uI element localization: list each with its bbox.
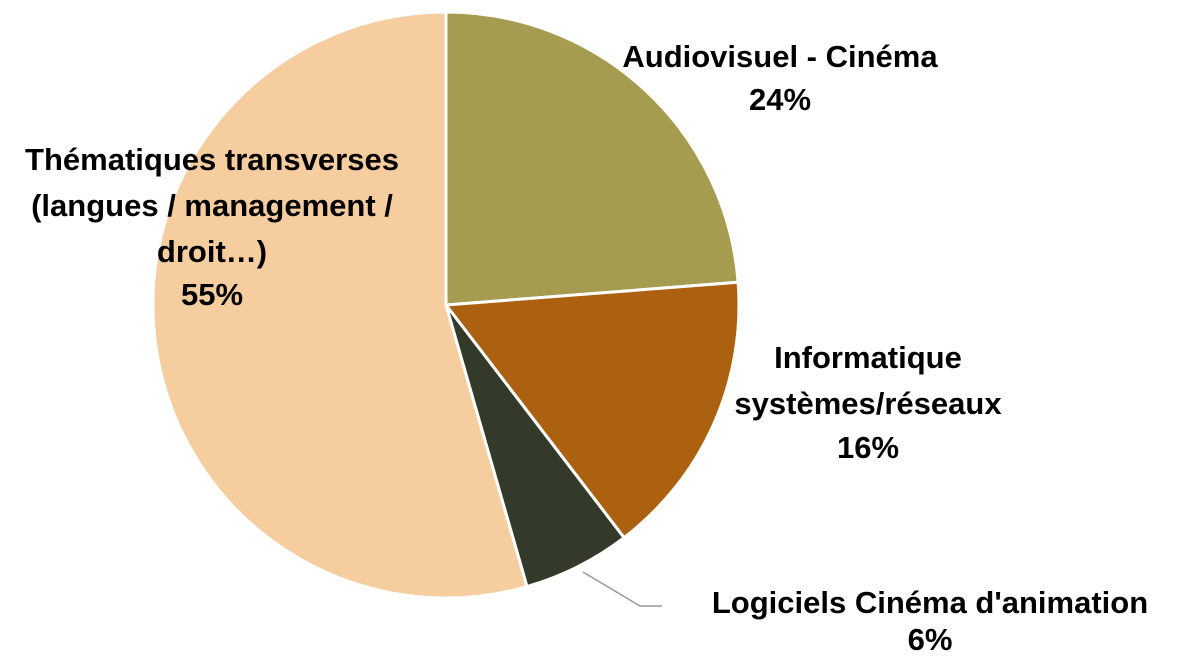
slice-value: 24%: [748, 82, 812, 117]
pie-slice: [151, 10, 529, 600]
slice-label: Audiovisuel - Cinéma: [622, 39, 938, 74]
pie-slice: [443, 280, 741, 540]
slice-value: 6%: [907, 622, 953, 657]
leader-line: [582, 571, 662, 607]
slice-value: 55%: [180, 277, 244, 312]
slice-label: Informatique systèmes/réseaux: [734, 340, 1002, 421]
slice-value: 16%: [836, 430, 900, 465]
slice-label: Thématiques transverses (langues / manag…: [25, 142, 399, 269]
pie-slice: [444, 10, 740, 307]
slice-label: Logiciels Cinéma d'animation: [711, 585, 1149, 620]
